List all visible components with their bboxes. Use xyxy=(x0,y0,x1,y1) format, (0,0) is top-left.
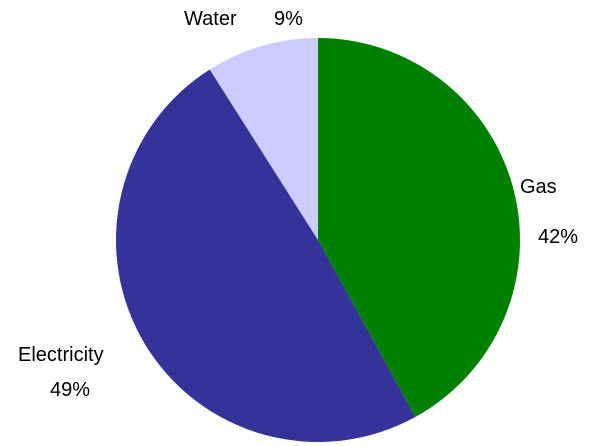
slice-label-gas: Gas xyxy=(520,176,557,198)
slice-percent-gas: 42% xyxy=(538,226,578,248)
slice-percent-electricity: 49% xyxy=(50,379,90,401)
slice-percent-water: 9% xyxy=(274,8,303,30)
slice-label-water: Water xyxy=(184,8,237,30)
pie-slice-water xyxy=(209,38,318,240)
slice-label-electricity: Electricity xyxy=(18,344,104,366)
pie-slice-electricity xyxy=(116,69,416,442)
pie-slices xyxy=(116,38,520,442)
pie-slice-gas xyxy=(318,38,520,418)
